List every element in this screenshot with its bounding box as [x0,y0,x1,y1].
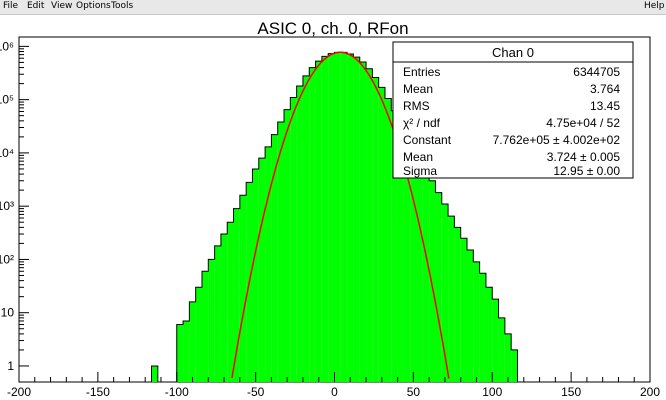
histogram-bar [277,122,285,383]
histogram-bar [296,86,303,382]
plot-area: -200 -150 -100 -50 0 50 100 150 200 1 10 10² 10³ 10⁴ 1… [0,36,660,399]
histogram-bar [366,68,373,383]
histogram-bar [201,271,209,382]
stats-box-frame [392,41,634,179]
histogram-bar [290,97,297,383]
histogram-bar [454,227,461,382]
x-tick-label: 200 [640,385,660,399]
stat-label-entries: Entries [403,65,440,79]
histogram-bar [233,208,240,382]
y-tick-label: 10⁵ [0,93,14,107]
menu-edit[interactable]: Edit [27,1,45,11]
histogram-bar [208,259,215,382]
x-tick-label: -50 [247,385,265,399]
histogram-bar [353,57,360,382]
x-tick-label: -200 [7,385,31,399]
histogram-bar [391,110,398,382]
histogram-bar [258,158,266,382]
histogram-bar [321,56,329,383]
histogram-bar [504,333,512,382]
histogram-bar [309,67,316,382]
stat-label-chi2: χ² / ndf [403,116,441,130]
histogram-bar [422,168,430,382]
histogram-bar [378,87,385,382]
stat-value-constant: 7.762e+05 ± 4.002e+02 [493,133,621,147]
histogram-bar [384,98,392,382]
histogram-bar [239,195,247,382]
y-tick-label: 10³ [0,199,14,213]
stat-label-rms: RMS [403,99,430,113]
stats-box-title: Chan 0 [492,45,534,60]
histogram-bar [403,134,411,382]
stat-value-rms: 13.45 [590,99,620,113]
histogram-bar [397,122,404,382]
menu-file[interactable]: File [3,1,19,11]
histogram-bar [498,317,505,382]
histogram-bar [151,365,158,382]
histogram-bar [479,273,486,382]
stat-value-chi2: 4.75e+04 / 52 [546,116,620,130]
x-tick-label: 150 [561,385,581,399]
gaussian-fit-curve [231,51,450,379]
histogram-bar [284,109,291,382]
histogram-bar [347,53,354,383]
histogram-bar [265,146,272,382]
histogram-bar [372,77,379,382]
stat-value-entries: 6344705 [573,65,620,79]
histogram-bar [467,250,474,382]
histogram-bar [302,75,310,382]
x-tick-label: 100 [482,385,502,399]
stat-label-mean: Mean [403,82,433,96]
menu-bar: File Edit View Options Tools Help [0,0,666,15]
histogram-bar [460,238,468,382]
y-tick-label: 10⁶ [0,39,14,53]
histogram-bar [410,146,417,382]
histogram-bar [359,61,367,382]
stat-value-fit-mean: 3.724 ± 0.005 [547,150,621,164]
histogram-bar [340,52,348,382]
stat-label-fit-mean: Mean [403,150,433,164]
stat-label-sigma: Sigma [403,164,437,178]
y-tick-label: 10⁴ [0,146,14,160]
chart-title: ASIC 0, ch. 0, RFon [257,19,408,38]
x-tick-label: -150 [86,385,110,399]
histogram-bar [176,324,184,382]
x-tick-label: 50 [407,385,421,399]
y-tick-label: 10² [0,252,14,266]
menu-help[interactable]: Help [644,1,665,11]
menu-options[interactable]: Options [76,1,111,11]
x-tick-label: -100 [165,385,189,399]
plot-canvas[interactable]: ASIC 0, ch. 0, RFon -200 -150 -100 -50 0 50 10… [0,15,666,400]
stat-value-sigma: 12.95 ± 0.00 [553,164,620,178]
histogram-bar [441,203,449,382]
stat-value-mean: 3.764 [590,82,620,96]
histogram-bar [334,52,341,382]
histogram-bar [252,168,259,382]
histogram-bar [183,320,190,382]
histogram-bar [485,287,493,382]
menu-view[interactable]: View [51,1,73,11]
histogram-bar [328,53,335,382]
histogram-bar [429,180,436,382]
stats-box[interactable]: Chan 0 Entries 6344705 Mean 3.764 RMS 13… [392,41,634,179]
histogram-bar [492,299,499,382]
histogram-bar [448,216,455,382]
histogram-bar [220,234,228,382]
histogram-bar [227,222,234,382]
histogram-bar [511,349,518,382]
histogram-bar [214,245,221,382]
x-tick-label: 0 [331,385,338,399]
histogram-bar [189,301,196,382]
histogram-bar [473,261,480,382]
y-tick-label: 1 [7,359,14,373]
histogram-bar [416,158,423,382]
histogram-bar [435,192,442,382]
histogram-bar [195,287,202,382]
y-tick-label: 10 [1,306,15,320]
histogram-bar [315,61,322,383]
stat-label-constant: Constant [403,133,452,147]
menu-tools[interactable]: Tools [111,1,134,11]
histogram-bar [271,134,278,382]
